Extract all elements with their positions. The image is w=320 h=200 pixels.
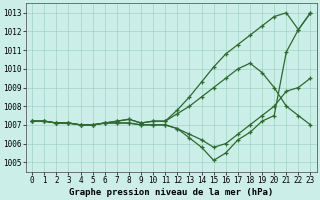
X-axis label: Graphe pression niveau de la mer (hPa): Graphe pression niveau de la mer (hPa) (69, 188, 274, 197)
